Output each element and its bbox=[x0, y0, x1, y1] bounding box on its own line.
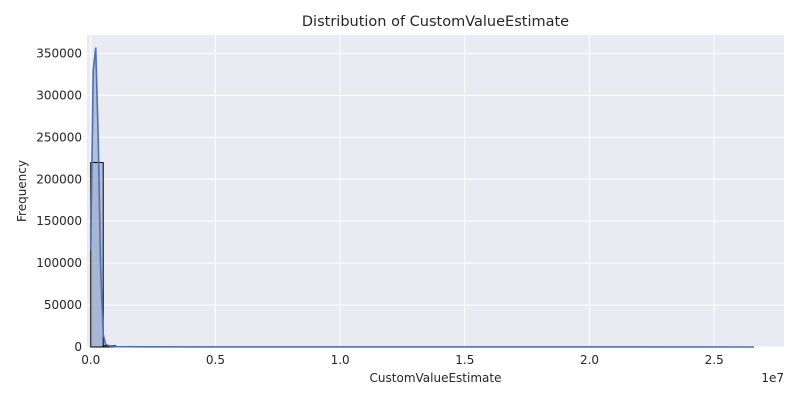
plot-area bbox=[87, 35, 784, 347]
x-tick-labels: 0.0 0.5 1.0 1.5 2.0 2.5 bbox=[81, 353, 724, 367]
y-tick-label: 300000 bbox=[36, 88, 82, 102]
y-tick-label: 250000 bbox=[36, 130, 82, 144]
x-tick-label: 1.0 bbox=[331, 353, 350, 367]
y-tick-label: 200000 bbox=[36, 172, 82, 186]
x-tick-label: 0.0 bbox=[81, 353, 100, 367]
y-tick-label: 50000 bbox=[44, 298, 82, 312]
kde-curve bbox=[89, 47, 755, 348]
y-axis-label: Frequency bbox=[15, 160, 29, 222]
x-tick-label: 2.5 bbox=[705, 353, 724, 367]
kde-line bbox=[89, 47, 755, 348]
x-tick-label: 0.5 bbox=[206, 353, 225, 367]
y-tick-label: 100000 bbox=[36, 256, 82, 270]
x-tick-label: 2.0 bbox=[580, 353, 599, 367]
histogram-bar bbox=[90, 161, 104, 348]
x-axis-offset-label: 1e7 bbox=[761, 371, 784, 385]
x-axis-label: CustomValueEstimate bbox=[370, 371, 502, 385]
y-tick-label: 0 bbox=[74, 340, 82, 354]
x-tick-label: 1.5 bbox=[455, 353, 474, 367]
y-tick-label: 150000 bbox=[36, 214, 82, 228]
y-tick-label: 350000 bbox=[36, 46, 82, 60]
grid-lines bbox=[87, 35, 784, 348]
y-tick-labels: 0 50000 100000 150000 200000 250000 300000 3500… bbox=[36, 46, 82, 354]
chart-title: Distribution of CustomValueEstimate bbox=[302, 14, 569, 30]
